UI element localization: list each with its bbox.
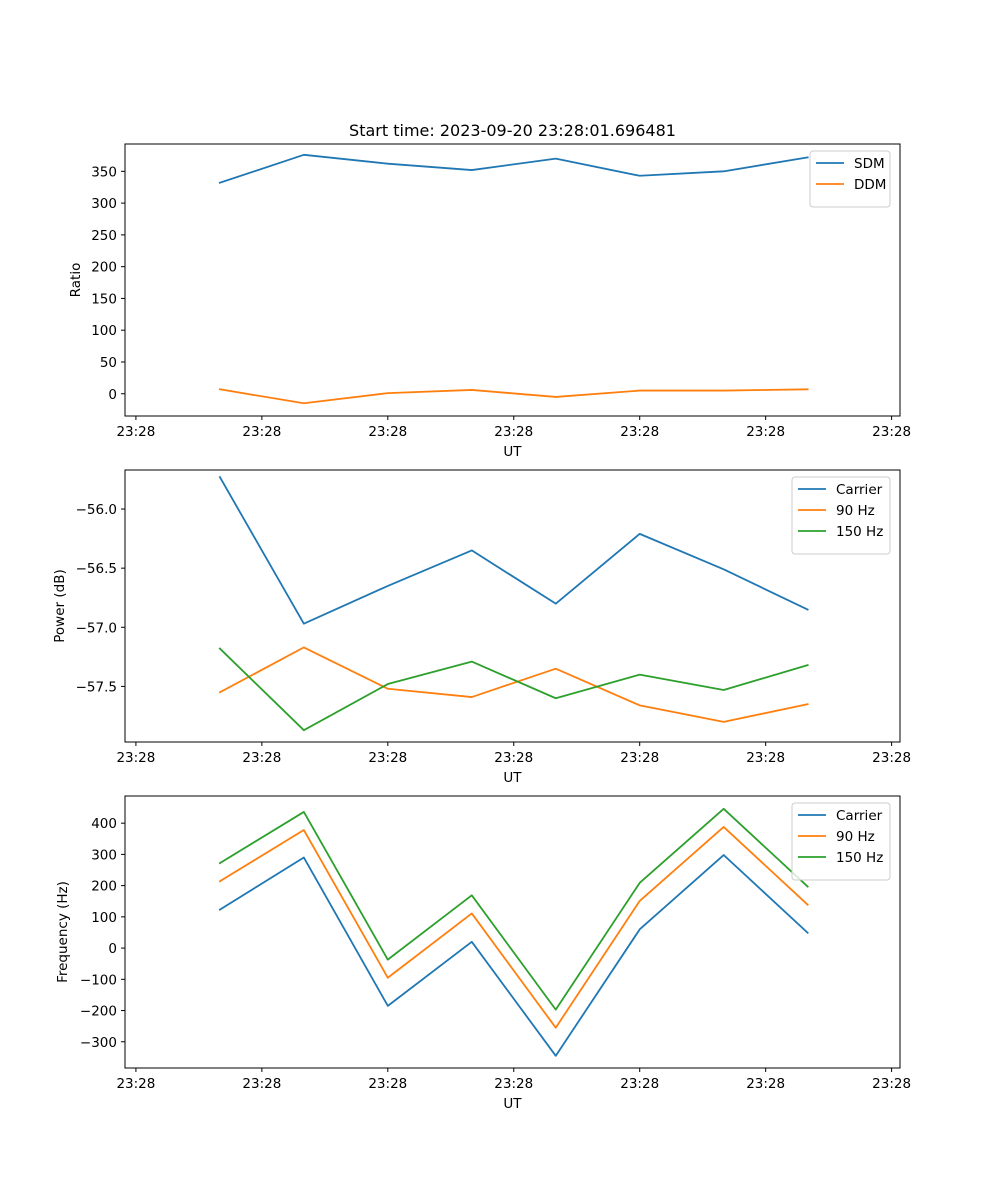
x-tick-label: 23:28 (746, 1076, 785, 1092)
legend-frame (791, 476, 891, 555)
x-tick-label: 23:28 (620, 424, 659, 440)
x-axis-label: UT (503, 444, 522, 460)
x-tick-label: 23:28 (368, 1076, 407, 1092)
legend-label: 150 Hz (836, 850, 883, 866)
y-tick-label: 50 (100, 355, 117, 371)
legend-label: 90 Hz (836, 503, 875, 519)
x-tick-label: 23:28 (620, 750, 659, 766)
x-tick-label: 23:28 (494, 1076, 533, 1092)
x-tick-label: 23:28 (746, 424, 785, 440)
y-tick-label: −100 (80, 972, 117, 988)
y-tick-label: 350 (91, 164, 117, 180)
legend-frame (809, 150, 891, 208)
series-line-150-hz (218, 807, 809, 1011)
y-tick-label: 300 (91, 847, 117, 863)
y-tick-label: −57.0 (76, 620, 117, 636)
x-tick-label: 23:28 (872, 1076, 911, 1092)
x-axis-label: UT (503, 1096, 522, 1112)
series-line-carrier (218, 854, 809, 1057)
legend-label: SDM (854, 156, 885, 172)
plot-frame (124, 795, 901, 1069)
chart-title: Start time: 2023-09-20 23:28:01.696481 (349, 121, 676, 140)
series-line-sdm (218, 153, 809, 184)
panel-ratio: Start time: 2023-09-20 23:28:01.696481 U… (68, 121, 911, 460)
x-tick-label: 23:28 (116, 424, 155, 440)
y-tick-label: −300 (80, 1035, 117, 1051)
y-tick-label: 250 (91, 228, 117, 244)
y-tick-label: 400 (91, 816, 117, 832)
y-tick-label: −57.5 (76, 679, 117, 695)
series-line-90-hz (218, 646, 809, 723)
legend-label: Carrier (836, 808, 883, 824)
y-axis-label: Power (dB) (52, 569, 68, 642)
legend: Carrier 90 Hz 150 Hz (791, 476, 891, 555)
y-tick-label: 300 (91, 196, 117, 212)
y-axis-label: Frequency (Hz) (55, 881, 71, 983)
series-line-90-hz (218, 826, 809, 1029)
panel-power: UT Power (dB) 23:28 23:28 23:28 23:28 23:28 2… (52, 469, 911, 786)
legend-frame (791, 802, 891, 881)
y-tick-label: 150 (91, 291, 117, 307)
y-tick-label: 0 (108, 387, 117, 403)
y-tick-label: 200 (91, 260, 117, 276)
x-tick-label: 23:28 (620, 1076, 659, 1092)
legend: SDM DDM (809, 150, 891, 208)
legend: Carrier 90 Hz 150 Hz (791, 802, 891, 881)
y-tick-label: 200 (91, 879, 117, 895)
y-tick-label: −200 (80, 1004, 117, 1020)
x-tick-label: 23:28 (116, 750, 155, 766)
series-line-ddm (218, 388, 809, 405)
series-line-carrier (218, 475, 809, 625)
x-tick-label: 23:28 (242, 424, 281, 440)
x-tick-label: 23:28 (746, 750, 785, 766)
x-tick-label: 23:28 (368, 750, 407, 766)
x-axis-label: UT (503, 770, 522, 786)
x-tick-label: 23:28 (494, 424, 533, 440)
x-tick-label: 23:28 (368, 424, 407, 440)
y-tick-label: −56.0 (76, 502, 117, 518)
plot-frame (124, 143, 901, 417)
x-tick-label: 23:28 (242, 750, 281, 766)
plot-frame (124, 469, 901, 743)
x-tick-label: 23:28 (116, 1076, 155, 1092)
x-tick-label: 23:28 (872, 424, 911, 440)
x-tick-label: 23:28 (494, 750, 533, 766)
y-tick-label: 100 (91, 323, 117, 339)
y-tick-label: 0 (108, 941, 117, 957)
panel-frequency: UT Frequency (Hz) 23:28 23:28 23:28 23:28 23… (55, 795, 911, 1112)
legend-label: Carrier (836, 482, 883, 498)
y-tick-label: −56.5 (76, 561, 117, 577)
y-axis-label: Ratio (68, 263, 84, 298)
x-tick-label: 23:28 (242, 1076, 281, 1092)
legend-label: 150 Hz (836, 524, 883, 540)
series-line-150-hz (218, 647, 809, 732)
y-tick-label: 100 (91, 910, 117, 926)
legend-label: 90 Hz (836, 829, 875, 845)
x-tick-label: 23:28 (872, 750, 911, 766)
legend-label: DDM (854, 177, 886, 193)
